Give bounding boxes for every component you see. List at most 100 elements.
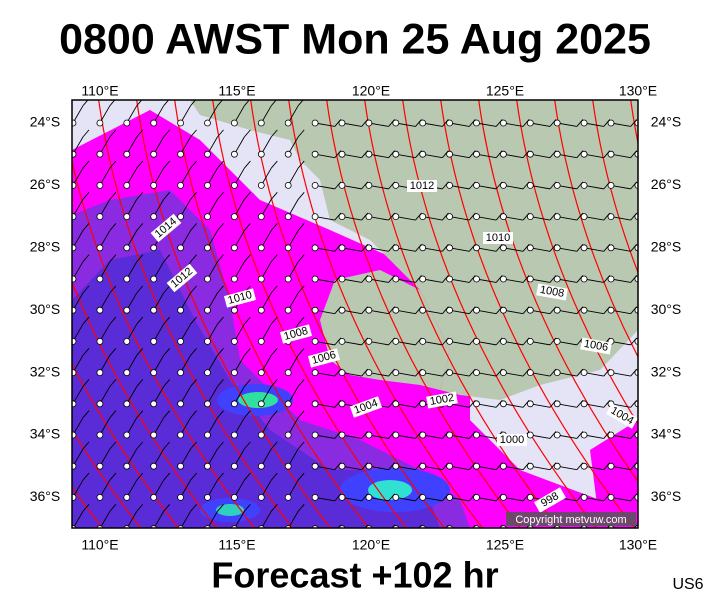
station [446, 213, 454, 221]
station [284, 119, 292, 127]
isobar [72, 158, 256, 528]
station [392, 150, 400, 158]
barb-flag [109, 347, 117, 356]
station [177, 337, 185, 345]
barb-flag [190, 503, 197, 512]
station [177, 462, 185, 470]
barb-flag [82, 441, 90, 450]
station [204, 150, 211, 158]
isobar [0, 95, 32, 535]
station [257, 306, 265, 314]
latitude-label: 28°S [651, 239, 682, 255]
station [554, 557, 560, 563]
station [473, 244, 480, 252]
isobar [72, 363, 180, 528]
isobar-label-group: 1002 [426, 391, 458, 409]
station [473, 369, 480, 377]
graticule-labels: 110°E 110°E 115°E 115°E 120°E 120°E 125°E 125°E… [30, 83, 682, 553]
barb-flag [109, 316, 117, 325]
isobar [72, 280, 218, 528]
longitude-label: 130°E [619, 83, 657, 99]
station [150, 275, 158, 283]
station [365, 213, 373, 221]
station [419, 306, 427, 314]
station [499, 213, 507, 221]
barb-flag [217, 191, 224, 200]
station [72, 369, 77, 376]
barb-flag [82, 379, 90, 387]
station [365, 493, 373, 501]
station [446, 462, 454, 470]
station [311, 150, 319, 158]
barb-flag [297, 472, 305, 481]
station [257, 400, 265, 408]
isobar-label-bg [534, 487, 566, 513]
isobar-label-bg [223, 288, 257, 308]
barb-staff [637, 403, 638, 405]
station [526, 181, 534, 189]
barb-flag [244, 160, 251, 169]
barb-flag [550, 556, 556, 563]
barb-staff [637, 278, 638, 280]
station [419, 400, 427, 408]
barb-flag [244, 379, 251, 387]
station [123, 119, 131, 127]
station [392, 493, 400, 501]
station [500, 557, 506, 563]
station [72, 182, 77, 189]
barb-flag [136, 100, 143, 106]
station [204, 493, 211, 501]
isobar-label: 1002 [429, 392, 455, 408]
station [124, 557, 130, 563]
station [150, 181, 158, 189]
station [365, 181, 373, 189]
station [499, 150, 507, 158]
station [580, 275, 588, 283]
station [607, 493, 615, 501]
station [419, 119, 427, 127]
barb-flag [244, 347, 251, 356]
barb-flag [190, 441, 197, 450]
longitude-label: 115°E [218, 83, 255, 99]
station [311, 306, 319, 314]
barb-flag [136, 160, 144, 169]
barb-staff [530, 529, 550, 532]
station [553, 400, 561, 408]
isobar-label: 1008 [539, 284, 565, 300]
station [553, 337, 561, 345]
barb-flag [270, 347, 278, 356]
station [580, 369, 588, 377]
barb-flag [136, 441, 144, 450]
station [150, 119, 158, 127]
station [473, 181, 480, 189]
station [446, 431, 454, 439]
barb-flag [190, 129, 197, 138]
barb-flag [109, 129, 117, 138]
barb-flag [270, 223, 278, 231]
station [257, 431, 265, 439]
station [526, 400, 534, 408]
barb-flag [136, 129, 144, 138]
station [365, 150, 373, 158]
isobar-label-bg [426, 391, 458, 409]
isobar-label-bg [606, 403, 638, 429]
barb-flag [163, 191, 171, 200]
barb-flag [270, 160, 278, 169]
barb-flag [109, 160, 117, 169]
station [365, 337, 373, 345]
barb-flag [190, 100, 197, 106]
barb-flag [191, 535, 197, 542]
longitude-label: 110°E [81, 83, 118, 99]
station [419, 213, 427, 221]
station [392, 306, 400, 314]
station [526, 493, 534, 501]
station [499, 181, 507, 189]
barb-staff [181, 542, 191, 559]
station [230, 119, 238, 127]
barb-flag [190, 379, 197, 387]
isobar-label: 1010 [486, 232, 510, 244]
isobar [364, 100, 560, 528]
barb-staff [503, 560, 523, 563]
station [284, 400, 292, 408]
barb-flag [244, 441, 251, 450]
